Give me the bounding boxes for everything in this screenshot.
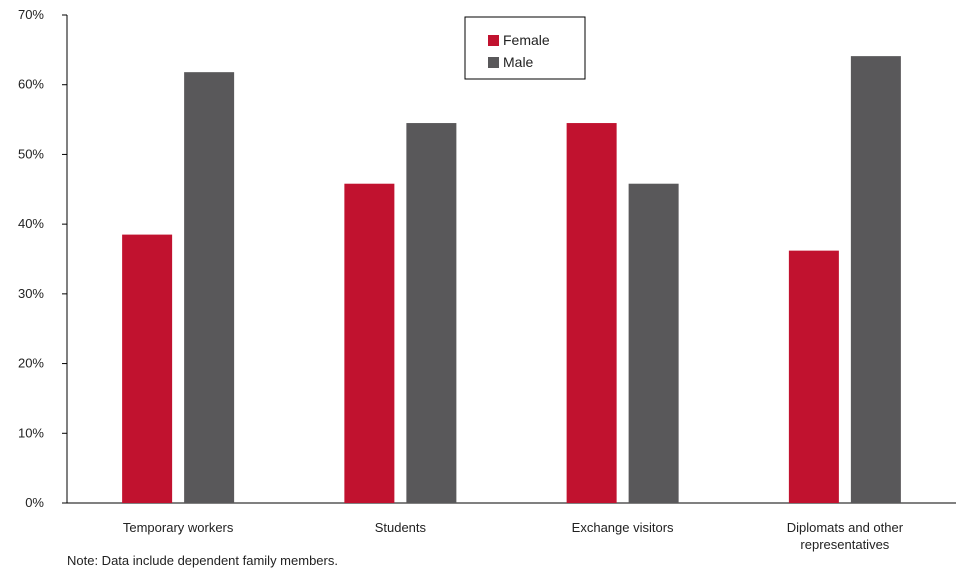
bar-female-1 <box>344 183 395 504</box>
chart-note: Note: Data include dependent family memb… <box>67 553 338 568</box>
y-tick-label: 20% <box>18 356 44 371</box>
x-tick-label: Diplomats and other representatives <box>787 520 904 552</box>
legend-label-female: Female <box>503 32 550 48</box>
y-tick-label: 40% <box>18 216 44 231</box>
legend-swatch-male <box>488 57 499 68</box>
y-tick-label: 70% <box>18 7 44 22</box>
bar-male-1 <box>406 123 457 504</box>
x-tick-label: Exchange visitors <box>572 520 674 535</box>
legend-label-male: Male <box>503 54 534 70</box>
y-tick-label: 60% <box>18 77 44 92</box>
bar-female-2 <box>566 123 617 504</box>
legend-box <box>464 16 586 80</box>
x-tick-label: Students <box>375 520 427 535</box>
legend: Female Male <box>464 16 586 80</box>
legend-swatch-female <box>488 35 499 46</box>
bar-male-3 <box>850 56 901 503</box>
bar-male-2 <box>628 183 679 504</box>
category-labels: Temporary workers Students Exchange visito… <box>123 520 904 552</box>
x-tick-label: Temporary workers <box>123 520 234 535</box>
y-tick-label: 50% <box>18 146 44 161</box>
y-tick-label: 0% <box>25 495 44 510</box>
bar-female-3 <box>788 250 839 503</box>
y-tick-label: 30% <box>18 286 44 301</box>
bars <box>122 56 901 504</box>
bar-female-0 <box>122 234 173 503</box>
y-tick-label: 10% <box>18 425 44 440</box>
bar-male-0 <box>184 72 235 503</box>
